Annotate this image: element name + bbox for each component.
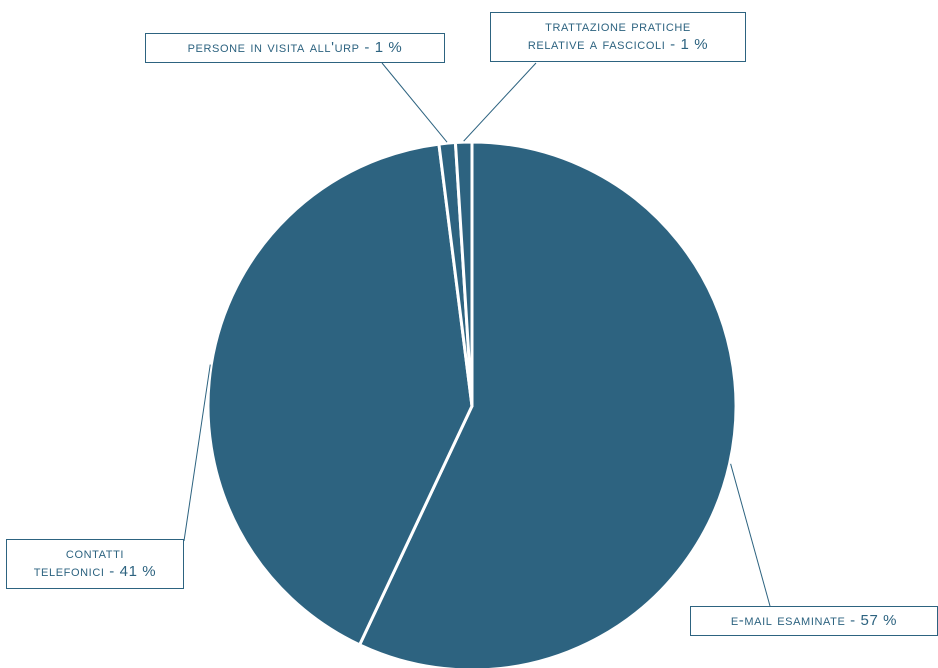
leader-visits [381, 62, 448, 143]
slice-label-files-line-2: relative a fascicoli - 1 % [527, 36, 709, 53]
slice-label-phone: contatti telefonici - 41 % [6, 539, 184, 589]
slice-phone [206, 142, 474, 647]
slice-label-files: trattazione pratiche relative a fascicol… [490, 12, 746, 62]
slice-label-phone-line-2: telefonici - 41 % [33, 563, 157, 580]
leader-phone [183, 364, 211, 542]
slice-files [453, 140, 474, 408]
slice-label-visits: persone in visita all'urp - 1 % [145, 33, 445, 63]
slice-label-email: e-mail esaminate - 57 % [690, 606, 938, 636]
pie-slices [206, 140, 738, 668]
slice-email [358, 140, 738, 668]
slice-label-email-line-1: e-mail esaminate - 57 % [730, 612, 898, 629]
leader-email [730, 463, 771, 607]
leader-lines [183, 62, 771, 607]
slice-label-files-line-1: trattazione pratiche [545, 18, 691, 35]
leader-files [463, 62, 537, 142]
slice-label-visits-line-1: persone in visita all'urp - 1 % [187, 39, 403, 56]
slice-label-phone-line-1: contatti [65, 545, 125, 562]
